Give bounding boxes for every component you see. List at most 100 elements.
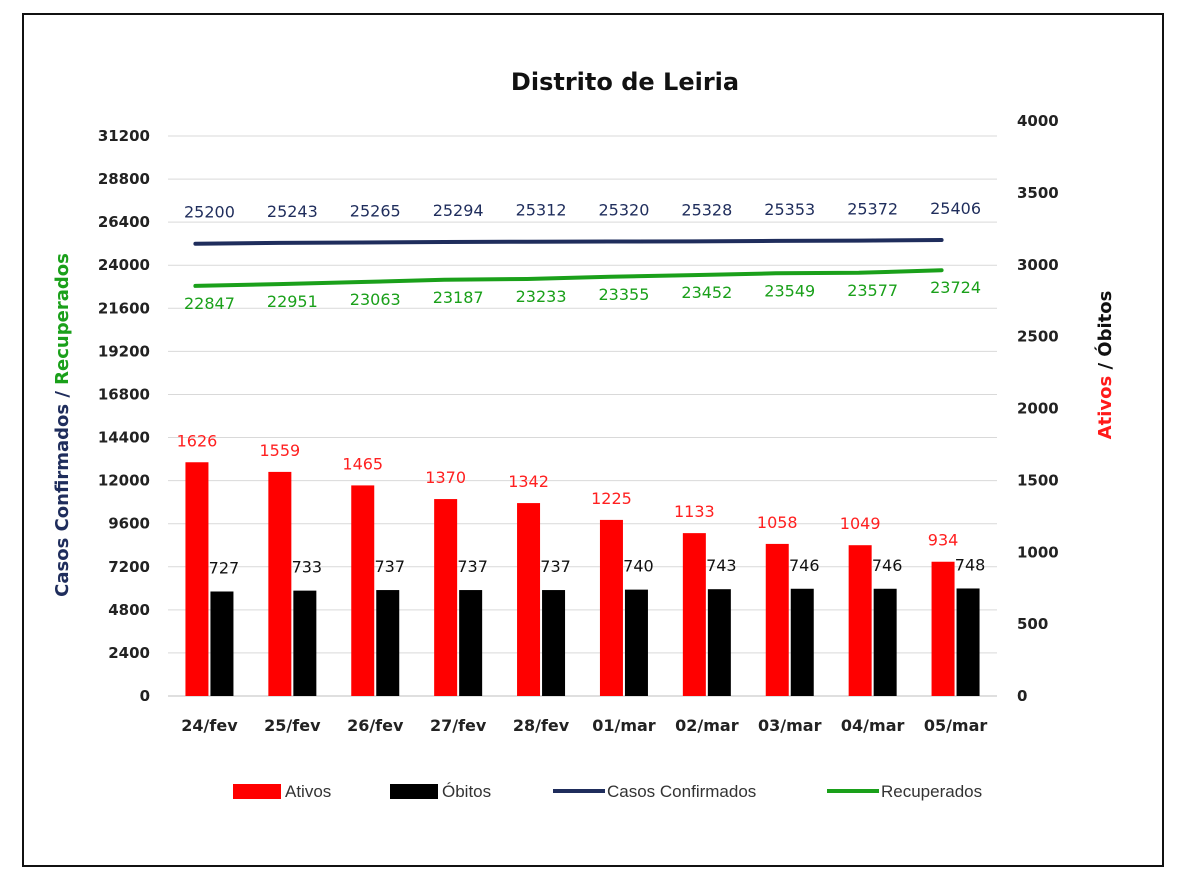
legend-label: Óbitos <box>442 782 491 801</box>
data-label: 740 <box>623 557 654 576</box>
legend-swatch <box>233 784 281 799</box>
data-label: 1058 <box>757 513 798 532</box>
category-label: 24/fev <box>181 716 238 735</box>
data-label: 23063 <box>350 290 401 309</box>
left-tick-label: 9600 <box>108 515 150 533</box>
left-axis-ticks: 0 2400 4800 7200 9600 12000 14400 16800 19200 216… <box>98 127 150 705</box>
left-tick-label: 31200 <box>98 127 150 145</box>
left-tick-label: 7200 <box>108 558 150 576</box>
right-axis-label: Ativos / Óbitos <box>1094 291 1116 440</box>
bar-óbitos <box>542 590 566 696</box>
right-tick-label: 2500 <box>1017 328 1059 346</box>
data-label: 25320 <box>598 201 649 220</box>
line-casos-confirmados <box>193 238 944 246</box>
right-axis-label-part1: Ativos <box>1095 376 1116 440</box>
data-label: 746 <box>872 556 903 575</box>
data-label: 25265 <box>350 202 401 221</box>
chart-title: Distrito de Leiria <box>511 68 739 96</box>
data-label: 934 <box>928 531 959 550</box>
legend-label: Ativos <box>285 782 331 801</box>
data-label: 23233 <box>516 287 567 306</box>
data-label: 737 <box>457 557 488 576</box>
left-axis-label-part2: Recuperados <box>52 253 73 385</box>
bar-ativos <box>682 533 706 696</box>
data-label: 743 <box>706 556 737 575</box>
bar-óbitos <box>293 590 317 696</box>
data-label: 1049 <box>840 514 881 533</box>
data-label: 25294 <box>433 201 484 220</box>
lines <box>193 238 944 288</box>
data-label: 23187 <box>433 288 484 307</box>
data-label: 23577 <box>847 281 898 300</box>
legend-label: Casos Confirmados <box>607 782 756 801</box>
right-tick-label: 0 <box>1017 687 1027 705</box>
bar-ativos <box>599 519 623 696</box>
bar-óbitos <box>790 588 814 696</box>
category-label: 25/fev <box>264 716 321 735</box>
left-tick-label: 12000 <box>98 472 150 490</box>
bar-óbitos <box>210 591 234 696</box>
data-label: 23452 <box>681 283 732 302</box>
category-label: 27/fev <box>430 716 487 735</box>
category-label: 04/mar <box>841 716 905 735</box>
data-label: 25353 <box>764 200 815 219</box>
left-axis-label: Casos Confirmados / Recuperados <box>52 253 73 597</box>
bar-ativos <box>931 561 955 696</box>
data-label: 1225 <box>591 489 632 508</box>
data-label: 23724 <box>930 278 981 297</box>
data-label: 748 <box>955 555 986 574</box>
data-label: 25312 <box>516 201 567 220</box>
left-tick-label: 26400 <box>98 213 150 231</box>
bar-ativos <box>268 471 292 696</box>
bar-ativos <box>185 462 209 696</box>
category-labels: 24/fev 25/fev 26/fev 27/fev 28/fev 01/mar 02/m… <box>181 716 987 735</box>
left-tick-label: 2400 <box>108 644 150 662</box>
line-recuperados <box>193 268 944 288</box>
right-tick-label: 1000 <box>1017 543 1059 561</box>
right-tick-label: 3500 <box>1017 184 1059 202</box>
legend-item: Ativos <box>233 782 331 801</box>
category-label: 02/mar <box>675 716 739 735</box>
right-axis-label-part2: / Óbitos <box>1094 291 1116 376</box>
bar-ativos <box>351 485 375 696</box>
left-tick-label: 16800 <box>98 385 150 403</box>
left-tick-label: 28800 <box>98 170 150 188</box>
left-tick-label: 19200 <box>98 342 150 360</box>
bars <box>185 462 980 696</box>
data-label: 22847 <box>184 294 235 313</box>
left-axis-label-part1: Casos Confirmados / <box>52 385 73 597</box>
data-label: 733 <box>292 558 323 577</box>
bar-óbitos <box>459 590 483 696</box>
data-label: 23355 <box>598 285 649 304</box>
bar-óbitos <box>956 588 980 696</box>
category-label: 26/fev <box>347 716 404 735</box>
left-tick-label: 14400 <box>98 429 150 447</box>
right-axis-ticks: 0 500 1000 1500 2000 2500 3000 3500 4000 <box>1017 112 1059 705</box>
data-label: 1559 <box>259 441 300 460</box>
data-label: 737 <box>374 557 405 576</box>
bar-ativos <box>517 503 541 696</box>
legend-label: Recuperados <box>881 782 982 801</box>
left-tick-label: 4800 <box>108 601 150 619</box>
left-tick-label: 0 <box>140 687 150 705</box>
data-label: 25328 <box>681 200 732 219</box>
bar-ativos <box>434 499 458 696</box>
data-label: 25200 <box>184 203 235 222</box>
data-label: 1133 <box>674 502 715 521</box>
data-labels: 1626 1559 1465 1370 1342 1225 1133 1058 1049 934 7… <box>177 199 986 577</box>
left-tick-label: 21600 <box>98 299 150 317</box>
data-label: 746 <box>789 556 820 575</box>
data-label: 25406 <box>930 199 981 218</box>
data-label: 23549 <box>764 281 815 300</box>
legend-item: Óbitos <box>390 782 491 801</box>
category-label: 28/fev <box>513 716 570 735</box>
bar-ativos <box>765 543 789 696</box>
bar-óbitos <box>707 589 731 696</box>
right-tick-label: 500 <box>1017 615 1048 633</box>
data-label: 1626 <box>177 431 218 450</box>
bar-óbitos <box>624 589 648 696</box>
right-tick-label: 3000 <box>1017 256 1059 274</box>
category-label: 05/mar <box>924 716 988 735</box>
right-tick-label: 1500 <box>1017 471 1059 489</box>
